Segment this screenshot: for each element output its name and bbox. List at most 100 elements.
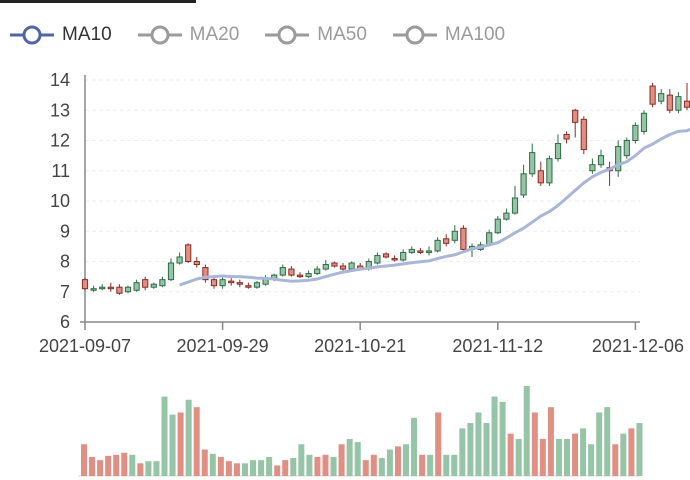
volume-bar-8 [145, 461, 152, 476]
candle-body-56 [563, 133, 570, 140]
volume-bar-51 [491, 396, 498, 476]
volume-bar-48 [467, 423, 474, 476]
candle-body-38 [408, 248, 415, 253]
volume-bar-20 [242, 463, 248, 476]
volume-bar-60 [564, 438, 570, 476]
volume-bar-67 [620, 433, 627, 476]
volume-bar-18 [225, 461, 232, 476]
candle-body-1 [90, 288, 97, 291]
volume-bar-46 [451, 454, 458, 476]
candle-48 [494, 216, 501, 235]
candle-body-24 [288, 268, 295, 276]
y-tick-label-7: 7 [60, 282, 70, 302]
candle-58 [580, 116, 587, 155]
candle-0 [81, 278, 89, 291]
candle-42 [443, 234, 450, 247]
volume-bar-44 [435, 412, 442, 476]
candle-23 [279, 264, 286, 277]
candle-body-53 [537, 170, 544, 184]
candle-20 [253, 281, 261, 289]
candle-49 [503, 208, 510, 221]
volume-bar-50 [483, 423, 490, 476]
candle-body-50 [511, 197, 519, 214]
candle-67 [658, 89, 665, 105]
candle-62 [615, 140, 622, 177]
candle-8 [150, 282, 157, 289]
candle-body-35 [382, 253, 390, 258]
volume-bar-29 [314, 456, 321, 476]
volume-bar-47 [459, 428, 466, 476]
legend-item-ma50[interactable]: MA50 [265, 24, 367, 46]
volume-bar-36 [370, 454, 377, 476]
candle-body-9 [159, 279, 166, 287]
candle-body-70 [683, 100, 690, 108]
candle-body-28 [322, 264, 329, 270]
candle-39 [417, 247, 424, 254]
candle-body-40 [425, 250, 433, 253]
volume-bar-11 [169, 414, 176, 476]
candle-31 [348, 261, 355, 271]
candle-body-8 [150, 283, 157, 288]
candle-10 [167, 258, 175, 282]
volume-bar-26 [290, 458, 297, 476]
candle-65 [640, 110, 648, 135]
candle-25 [296, 272, 304, 279]
volume-bar-12 [177, 412, 184, 476]
candle-61 [606, 161, 613, 186]
volume-bar-43 [427, 454, 434, 476]
volume-bar-6 [129, 454, 136, 476]
candle-body-6 [133, 282, 140, 291]
candle-4 [116, 284, 123, 295]
volume-bar-2 [97, 460, 104, 476]
volume-bar-23 [266, 456, 273, 476]
candle-24 [288, 266, 295, 277]
candle-5 [124, 285, 132, 294]
candle-body-67 [658, 93, 665, 102]
candle-body-43 [451, 230, 458, 241]
candle-body-65 [640, 112, 648, 132]
volume-bar-41 [411, 417, 418, 476]
candle-body-37 [400, 251, 407, 261]
volume-bar-3 [105, 455, 112, 476]
volume-bar-39 [394, 446, 401, 476]
ma10-line [179, 127, 690, 287]
volume-bar-33 [346, 438, 353, 476]
candle-body-42 [443, 238, 450, 244]
x-tick-label-4: 2021-12-06 [592, 336, 684, 356]
volume-bar-61 [572, 433, 579, 476]
volume-bar-53 [507, 433, 514, 476]
top-indicator-bar [0, 0, 196, 3]
grid-lines [85, 79, 640, 293]
candle-body-55 [554, 143, 562, 160]
volume-bar-16 [209, 453, 216, 476]
legend-item-ma20[interactable]: MA20 [137, 24, 239, 46]
volume-bar-56 [531, 412, 538, 476]
volume-bar-13 [185, 399, 192, 476]
x-tick-label-2: 2021-10-21 [314, 336, 406, 356]
legend-marker-ma10-icon [10, 25, 54, 45]
candle-7 [142, 276, 149, 291]
y-tick-label-13: 13 [50, 100, 70, 120]
candle-27 [314, 266, 321, 276]
candle-body-34 [374, 254, 381, 264]
volume-bar-1 [89, 456, 96, 476]
volume-bar-63 [588, 444, 595, 476]
volume-bar-35 [362, 460, 369, 476]
candle-body-12 [185, 244, 192, 263]
candle-54 [546, 155, 553, 186]
candle-body-68 [666, 94, 673, 111]
candle-body-48 [494, 218, 501, 234]
legend-item-ma10[interactable]: MA10 [10, 24, 112, 46]
y-tick-label-11: 11 [51, 161, 70, 181]
candle-body-51 [520, 173, 527, 196]
candle-body-19 [245, 285, 252, 288]
candle-body-27 [314, 268, 321, 275]
candle-body-39 [417, 250, 424, 253]
volume-bar-9 [153, 461, 160, 476]
legend-item-ma100[interactable]: MA100 [392, 24, 505, 46]
candle-body-17 [228, 280, 235, 284]
candle-69 [675, 92, 682, 114]
candle-body-66 [649, 85, 656, 105]
volume-bar-34 [354, 442, 361, 476]
